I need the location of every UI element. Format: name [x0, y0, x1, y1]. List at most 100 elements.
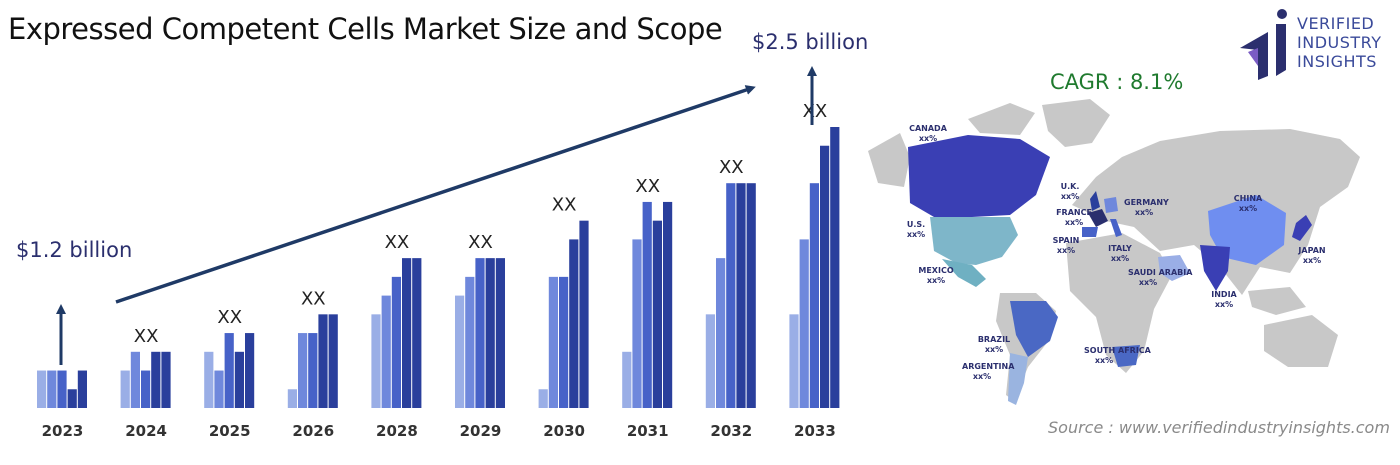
- bar-2026-5: [328, 314, 338, 408]
- bar-2028-5: [412, 258, 422, 408]
- map-label-u-s-: U.S. xx%: [896, 220, 936, 240]
- bar-2029-3: [475, 258, 485, 408]
- bar-value-labels: XX XX XX XX XX XX XX XX XX: [134, 101, 827, 347]
- bar-value-label: XX: [301, 288, 326, 309]
- map-label-value: xx%: [906, 230, 926, 239]
- bar-value-label: XX: [803, 101, 828, 122]
- map-label-value: xx%: [1064, 218, 1084, 227]
- spain-shape: [1082, 227, 1098, 237]
- canada-shape: [908, 135, 1050, 217]
- bar-2026-2: [298, 333, 308, 408]
- map-label-value: xx%: [1094, 356, 1114, 365]
- bar-2024-4: [151, 351, 161, 408]
- italy-shape: [1110, 219, 1122, 237]
- bar-2028-3: [391, 276, 401, 408]
- x-tick-label: 2024: [125, 422, 167, 440]
- x-tick-label: 2031: [627, 422, 669, 440]
- map-label-argentina: ARGENTINA xx%: [962, 362, 1014, 382]
- bar-2031-5: [663, 201, 673, 408]
- map-label-name: FRANCE: [1056, 208, 1092, 217]
- southeast-asia-shape: [1248, 287, 1306, 315]
- bar-2023-2: [47, 370, 57, 408]
- bar-2031-2: [632, 239, 642, 408]
- saudi-arabia-shape: [1158, 255, 1190, 281]
- cagr-label: CAGR : 8.1%: [1050, 70, 1184, 94]
- x-tick-labels: 2023 2024 2025 2026 2028 2029 2030 2031 2032 2033: [42, 422, 836, 440]
- map-label-name: CANADA: [909, 124, 947, 133]
- india-shape: [1200, 245, 1230, 291]
- map-label-value: xx%: [1138, 278, 1158, 287]
- bar-2032-4: [736, 183, 746, 408]
- bar-value-label: XX: [385, 232, 410, 253]
- bar-2023-3: [57, 370, 67, 408]
- map-label-name: MEXICO: [918, 266, 954, 275]
- map-label-india: INDIA xx%: [1204, 290, 1244, 310]
- bar-2025-5: [245, 333, 255, 408]
- bar-2029-5: [495, 258, 505, 408]
- japan-shape: [1292, 215, 1312, 241]
- bar-2031-3: [642, 201, 652, 408]
- bar-2030-3: [559, 276, 569, 408]
- bar-2033-1: [789, 314, 799, 408]
- brazil-shape: [1010, 301, 1058, 357]
- bar-2028-1: [371, 314, 381, 408]
- x-tick-label: 2033: [794, 422, 836, 440]
- bar-2023-1: [37, 370, 47, 408]
- world-map: [868, 99, 1360, 405]
- bar-2031-4: [652, 220, 662, 408]
- bar-value-label: XX: [635, 176, 660, 197]
- map-label-saudi-arabia: SAUDI ARABIA xx%: [1128, 268, 1193, 288]
- australia-shape: [1264, 315, 1338, 367]
- x-tick-label: 2026: [292, 422, 334, 440]
- map-label-name: GERMANY: [1124, 198, 1169, 207]
- map-label-value: xx%: [1238, 204, 1258, 213]
- map-label-name: BRAZIL: [977, 335, 1011, 344]
- bar-value-label: XX: [134, 326, 159, 347]
- bar-2031-1: [622, 351, 632, 408]
- map-label-name: SOUTH AFRICA: [1084, 346, 1151, 355]
- map-label-name: ITALY: [1108, 244, 1132, 253]
- bar-2033-4: [820, 145, 830, 408]
- bar-2033-3: [809, 183, 819, 408]
- start-value-label: $1.2 billion: [16, 238, 133, 262]
- map-label-china: CHINA xx%: [1228, 194, 1268, 214]
- map-label-japan: JAPAN xx%: [1292, 246, 1332, 266]
- bar-2030-1: [538, 389, 548, 408]
- bar-2025-3: [224, 333, 234, 408]
- map-label-u-k-: U.K. xx%: [1050, 182, 1090, 202]
- bar-2024-3: [141, 370, 151, 408]
- africa-shape: [1066, 233, 1172, 373]
- logo-line-3: INSIGHTS: [1297, 52, 1377, 71]
- bar-2033-2: [799, 239, 809, 408]
- logo-line-2: INDUSTRY: [1297, 33, 1382, 52]
- bar-2032-5: [746, 183, 756, 408]
- greenland-shape: [1042, 99, 1110, 147]
- bar-value-label: XX: [217, 307, 242, 328]
- map-label-value: xx%: [1060, 192, 1080, 201]
- trend-arrow: [115, 85, 756, 304]
- map-label-france: FRANCE xx%: [1054, 208, 1094, 228]
- logo-mark-icon: [1240, 32, 1268, 80]
- bar-2025-2: [214, 370, 224, 408]
- bar-2029-4: [485, 258, 495, 408]
- bar-2033-5: [830, 127, 840, 408]
- bar-2032-3: [726, 183, 736, 408]
- map-label-value: xx%: [1056, 246, 1076, 255]
- map-label-brazil: BRAZIL xx%: [974, 335, 1014, 355]
- verified-industry-insights-logo: [1240, 9, 1287, 80]
- map-label-name: SAUDI ARABIA: [1128, 268, 1193, 277]
- end-value-label: $2.5 billion: [752, 30, 869, 54]
- source-text: Source : www.verifiedindustryinsights.co…: [1048, 418, 1390, 437]
- map-label-spain: SPAIN xx%: [1046, 236, 1086, 256]
- argentina-shape: [1008, 353, 1028, 405]
- map-label-name: CHINA: [1233, 194, 1263, 203]
- bar-2023-5: [77, 370, 87, 408]
- bar-2026-3: [308, 333, 318, 408]
- south-africa-shape: [1112, 345, 1140, 367]
- bar-2025-1: [204, 351, 214, 408]
- bar-2028-2: [381, 295, 391, 408]
- map-label-value: xx%: [1214, 300, 1234, 309]
- arctic-islands-shape: [968, 103, 1035, 135]
- map-label-italy: ITALY xx%: [1100, 244, 1140, 264]
